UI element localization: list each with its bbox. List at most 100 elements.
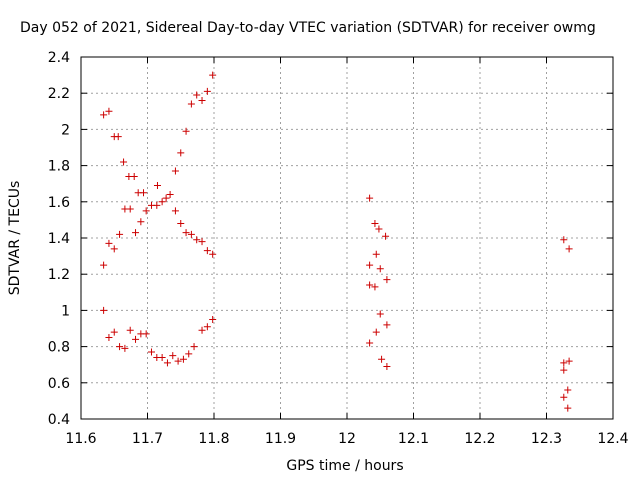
y-axis-tick-labels: 0.4 0.6 0.8 1 1.2 1.4 1.6 1.8 2 2.2 2.4 — [48, 50, 70, 428]
data-point-plus — [564, 404, 572, 412]
data-point-plus — [375, 225, 383, 233]
data-point-plus — [105, 334, 113, 342]
data-point-plus — [376, 310, 384, 318]
data-point-plus — [209, 71, 217, 79]
plot-frame — [80, 56, 614, 420]
y-tick-label: 0.8 — [48, 340, 70, 356]
data-point-plus — [565, 245, 573, 253]
data-point-plus — [171, 167, 179, 175]
data-point-plus — [114, 133, 122, 141]
data-point-plus — [193, 236, 201, 244]
data-point-plus — [383, 321, 391, 329]
data-point-plus — [110, 245, 118, 253]
x-tick-label: 11.7 — [132, 431, 163, 447]
data-point-plus — [166, 191, 174, 199]
data-point-plus — [185, 350, 193, 358]
data-point-plus — [147, 348, 155, 356]
data-point-plus — [100, 306, 108, 314]
data-point-plus — [126, 326, 134, 334]
data-point-plus — [116, 343, 124, 351]
data-point-plus — [126, 205, 134, 213]
data-point-plus — [560, 366, 568, 374]
y-tick-label: 1.8 — [48, 159, 70, 175]
x-tick-label: 12.3 — [531, 431, 562, 447]
x-axis-tick-labels: 11.6 11.7 11.8 11.9 12 12.1 12.2 12.3 12.4 — [65, 431, 628, 447]
data-point-plus — [193, 91, 201, 99]
data-point-plus — [110, 328, 118, 336]
x-tick-label: 11.8 — [198, 431, 229, 447]
data-point-plus — [372, 328, 380, 336]
y-tick-label: 1 — [61, 303, 70, 319]
data-point-plus — [132, 335, 140, 343]
data-point-plus — [209, 315, 217, 323]
y-tick-label: 1.2 — [48, 267, 70, 283]
data-point-plus — [187, 100, 195, 108]
data-point-plus — [158, 353, 166, 361]
data-point-plus — [100, 111, 108, 119]
data-points — [100, 71, 573, 412]
y-tick-label: 2.2 — [48, 86, 70, 102]
data-point-plus — [203, 323, 211, 331]
data-point-plus — [142, 207, 150, 215]
data-point-plus — [130, 172, 138, 180]
data-point-plus — [187, 230, 195, 238]
data-point-plus — [100, 261, 108, 269]
data-point-plus — [209, 250, 217, 258]
data-point-plus — [171, 207, 179, 215]
data-point-plus — [560, 393, 568, 401]
x-tick-label: 12 — [338, 431, 356, 447]
data-point-plus — [140, 189, 148, 197]
chart-title: Day 052 of 2021, Sidereal Day-to-day VTE… — [20, 20, 596, 36]
data-point-plus — [565, 357, 573, 365]
data-point-plus — [182, 229, 190, 237]
data-point-plus — [203, 87, 211, 95]
data-point-plus — [376, 265, 384, 273]
y-tick-label: 2 — [61, 122, 70, 138]
data-point-plus — [158, 198, 166, 206]
data-point-plus — [366, 194, 374, 202]
data-point-plus — [174, 357, 182, 365]
x-tick-label: 11.6 — [65, 431, 96, 447]
data-point-plus — [105, 107, 113, 115]
data-point-plus — [169, 352, 177, 360]
data-point-plus — [564, 386, 572, 394]
data-point-plus — [153, 182, 161, 190]
data-point-plus — [560, 359, 568, 367]
y-tick-label: 0.6 — [48, 376, 70, 392]
data-point-plus — [190, 343, 198, 351]
data-point-plus — [137, 218, 145, 226]
y-tick-label: 0.4 — [48, 412, 70, 428]
data-point-plus — [163, 359, 171, 367]
data-point-plus — [366, 339, 374, 347]
y-tick-label: 1.4 — [48, 231, 70, 247]
y-tick-label: 2.4 — [48, 50, 70, 66]
data-point-plus — [132, 229, 140, 237]
data-point-plus — [105, 239, 113, 247]
data-point-plus — [142, 330, 150, 338]
data-point-plus — [177, 220, 185, 228]
data-point-plus — [198, 96, 206, 104]
data-point-plus — [366, 281, 374, 289]
data-point-plus — [383, 276, 391, 284]
x-tick-label: 12.2 — [464, 431, 495, 447]
data-point-plus — [383, 363, 391, 371]
data-point-plus — [182, 127, 190, 135]
data-point-plus — [366, 261, 374, 269]
data-point-plus — [372, 250, 380, 258]
data-point-plus — [153, 201, 161, 209]
data-point-plus — [162, 194, 170, 202]
data-point-plus — [120, 158, 128, 166]
y-axis-title: SDTVAR / TECUs — [7, 181, 23, 296]
data-point-plus — [560, 236, 568, 244]
x-tick-label: 12.1 — [398, 431, 429, 447]
x-tick-label: 12.4 — [597, 431, 628, 447]
data-point-plus — [371, 220, 379, 228]
data-point-plus — [198, 238, 206, 246]
data-point-plus — [116, 230, 124, 238]
data-point-plus — [203, 247, 211, 255]
grid-lines — [81, 57, 613, 419]
data-point-plus — [179, 355, 187, 363]
data-point-plus — [177, 149, 185, 157]
